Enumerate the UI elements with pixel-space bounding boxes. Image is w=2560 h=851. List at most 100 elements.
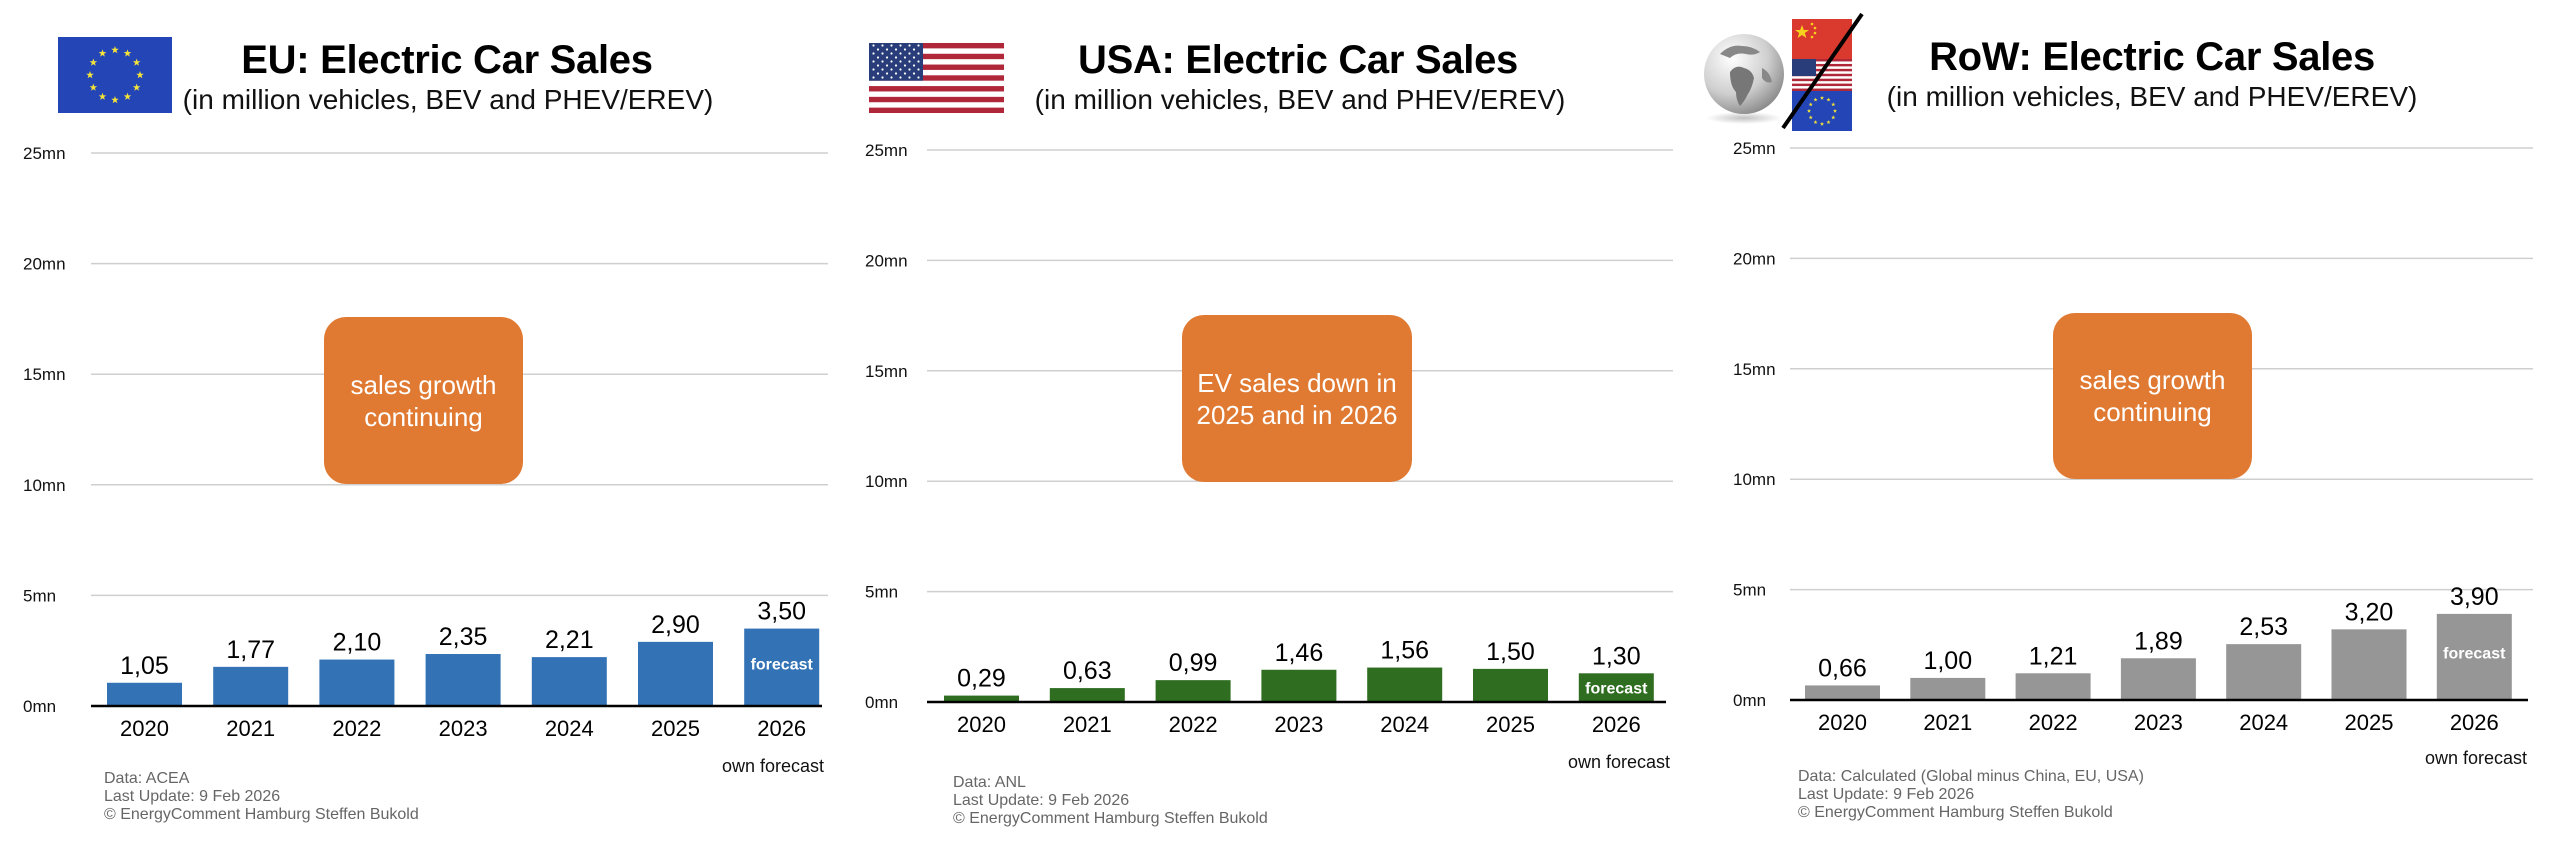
value-label: 1,50: [1486, 638, 1535, 666]
bar-2020: [1805, 685, 1880, 700]
forecast-bar-label: forecast: [751, 656, 814, 673]
last-update: Last Update: 9 Feb 2026: [104, 788, 281, 805]
annotation-box: EV sales down in 2025 and in 2026: [1182, 315, 1412, 482]
own-forecast-note: own forecast: [2425, 748, 2528, 768]
bar-2021: [213, 666, 289, 706]
y-tick-label: 15mn: [1733, 360, 1776, 379]
value-label: 3,90: [2450, 583, 2499, 611]
y-tick-label: 25mn: [865, 141, 908, 160]
bar-2024: [531, 657, 607, 706]
x-tick-label: 2025: [651, 716, 700, 741]
y-tick-label: 5mn: [865, 583, 898, 602]
chart-subtitle: (in million vehicles, BEV and PHEV/EREV): [1034, 84, 1566, 115]
x-tick-label: 2021: [1923, 710, 1972, 735]
value-label: 1,21: [2029, 642, 2078, 670]
x-tick-label: 2025: [1486, 712, 1535, 737]
value-label: 1,05: [120, 652, 169, 680]
bar-2026: [744, 628, 820, 706]
bar-2025: [2331, 629, 2407, 700]
x-tick-label: 2026: [1592, 712, 1641, 737]
value-label: 2,90: [651, 611, 700, 639]
y-tick-label: 10mn: [865, 472, 908, 491]
bar-2024: [1367, 667, 1443, 702]
eu-chart-panel: EU: Electric Car Sales (in million vehic…: [0, 0, 853, 851]
annotation-line: continuing: [364, 401, 483, 432]
annotation-line: sales growth: [350, 369, 497, 400]
x-tick-label: 2020: [1818, 710, 1867, 735]
x-tick-label: 2022: [1169, 712, 1218, 737]
bar-2020: [107, 682, 182, 706]
y-tick-label: 0mn: [1733, 691, 1766, 710]
x-tick-label: 2024: [2239, 710, 2288, 735]
bar-2026: [2436, 613, 2512, 700]
value-label: 0,63: [1063, 657, 1112, 685]
x-tick-label: 2023: [1274, 712, 1323, 737]
bar-2024: [2226, 644, 2302, 700]
y-tick-label: 10mn: [23, 476, 66, 495]
y-tick-label: 15mn: [23, 365, 66, 384]
value-label: 0,29: [957, 665, 1006, 693]
last-update: Last Update: 9 Feb 2026: [953, 792, 1130, 809]
bar-2023: [2120, 658, 2196, 700]
bar-2023: [1261, 669, 1337, 702]
y-tick-label: 20mn: [1733, 249, 1776, 268]
value-label: 2,10: [333, 629, 382, 657]
value-label: 0,66: [1818, 654, 1867, 682]
flag-stack-icon: [1792, 19, 1852, 131]
y-tick-label: 0mn: [865, 693, 898, 712]
chart-title: RoW: Electric Car Sales: [1929, 35, 2375, 79]
bar-2023: [425, 654, 501, 706]
value-label: 1,46: [1275, 639, 1324, 667]
bar-2021: [1049, 688, 1125, 702]
globe-icon: [1704, 34, 1784, 124]
bar-2021: [1910, 677, 1986, 700]
globe-minus-china-usa-eu-icon: [1700, 12, 1870, 134]
y-tick-label: 0mn: [23, 697, 56, 716]
value-label: 1,00: [1923, 647, 1972, 675]
chart-title: USA: Electric Car Sales: [1078, 38, 1518, 82]
eu-flag-icon: [58, 37, 172, 113]
chart-title: EU: Electric Car Sales: [241, 38, 653, 82]
bar-2020: [944, 695, 1019, 702]
y-tick-label: 10mn: [1733, 470, 1776, 489]
bar-2022: [1155, 680, 1231, 702]
annotation-box: sales growth continuing: [324, 317, 523, 484]
bar-2022: [319, 659, 395, 706]
x-tick-label: 2026: [2450, 710, 2499, 735]
eu-bar-chart: 0mn 5mn 10mn 15mn 20mn 25mn 1,05 2020 1,77 2021 2,…: [23, 144, 828, 741]
x-tick-label: 2022: [332, 716, 381, 741]
copyright: © EnergyComment Hamburg Steffen Bukold: [1798, 804, 2113, 821]
x-tick-label: 2020: [120, 716, 169, 741]
x-tick-label: 2026: [757, 716, 806, 741]
source-footer: Data: Calculated (Global minus China, EU…: [1798, 768, 2144, 822]
x-tick-label: 2025: [2345, 710, 2394, 735]
forecast-bar-label: forecast: [2443, 646, 2506, 663]
y-tick-label: 25mn: [23, 144, 66, 163]
annotation-line: sales growth: [2079, 365, 2226, 395]
us-flag-icon: [869, 43, 1004, 113]
data-source: Data: ACEA: [104, 770, 190, 787]
x-tick-label: 2022: [2029, 710, 2078, 735]
bar-2026: [1578, 673, 1654, 702]
bar-2025: [638, 641, 713, 706]
y-tick-label: 5mn: [1733, 581, 1766, 600]
value-label: 2,35: [439, 623, 488, 651]
copyright: © EnergyComment Hamburg Steffen Bukold: [953, 810, 1268, 827]
x-tick-label: 2020: [957, 712, 1006, 737]
y-tick-label: 20mn: [23, 255, 66, 274]
data-source: Data: ANL: [953, 774, 1026, 791]
bar-2022: [2015, 673, 2091, 700]
value-label: 1,56: [1380, 637, 1429, 665]
value-label: 2,21: [545, 626, 594, 654]
value-label: 3,50: [757, 598, 806, 626]
last-update: Last Update: 9 Feb 2026: [1798, 786, 1975, 803]
chart-subtitle: (in million vehicles, BEV and PHEV/EREV): [1886, 81, 2418, 112]
own-forecast-note: own forecast: [1568, 752, 1671, 772]
x-tick-label: 2023: [439, 716, 488, 741]
annotation-line: EV sales down in: [1197, 367, 1397, 398]
own-forecast-note: own forecast: [722, 756, 825, 776]
value-label: 3,20: [2345, 598, 2394, 626]
x-tick-label: 2023: [2134, 710, 2183, 735]
y-tick-label: 5mn: [23, 586, 56, 605]
y-tick-label: 20mn: [865, 251, 908, 270]
